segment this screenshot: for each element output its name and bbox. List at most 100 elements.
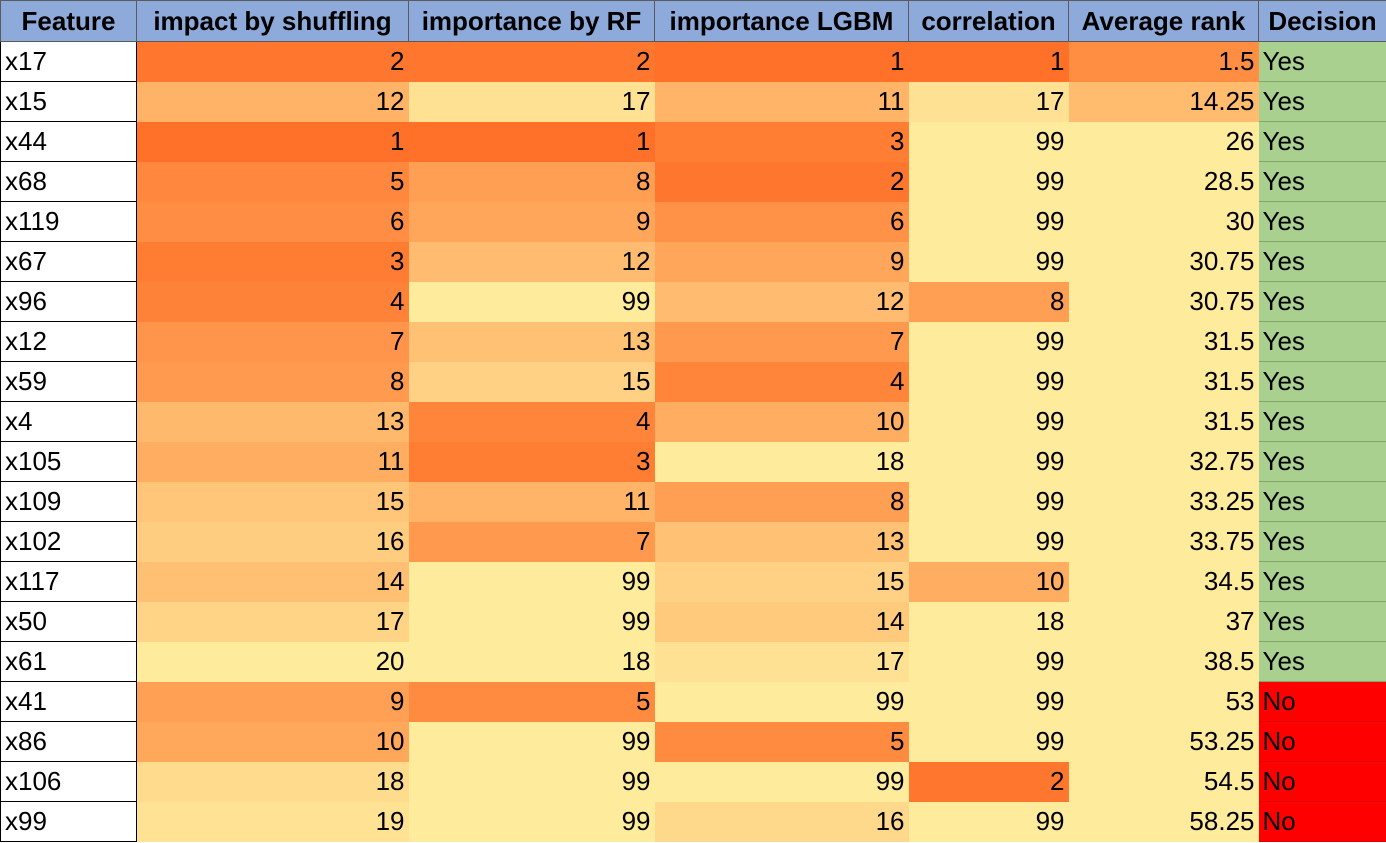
correlation-cell[interactable]: 99: [908, 721, 1069, 762]
importance-by-rf-cell[interactable]: 15: [408, 361, 655, 402]
importance-lgbm-cell[interactable]: 16: [654, 801, 909, 842]
impact-by-shuffling-cell[interactable]: 15: [136, 481, 409, 522]
average-rank-cell[interactable]: 33.75: [1068, 521, 1259, 562]
decision-cell[interactable]: Yes: [1258, 121, 1386, 162]
importance-by-rf-cell[interactable]: 1: [408, 121, 655, 162]
correlation-cell[interactable]: 2: [908, 761, 1069, 802]
importance-lgbm-cell[interactable]: 15: [654, 561, 909, 602]
average-rank-cell[interactable]: 53: [1068, 681, 1259, 722]
impact-by-shuffling-cell[interactable]: 1: [136, 121, 409, 162]
importance-by-rf-cell[interactable]: 99: [408, 601, 655, 642]
correlation-cell[interactable]: 99: [908, 201, 1069, 242]
impact-by-shuffling-cell[interactable]: 4: [136, 281, 409, 322]
decision-cell[interactable]: Yes: [1258, 481, 1386, 522]
feature-cell[interactable]: x119: [0, 201, 137, 242]
average-rank-cell[interactable]: 31.5: [1068, 401, 1259, 442]
importance-by-rf-cell[interactable]: 8: [408, 161, 655, 202]
decision-cell[interactable]: Yes: [1258, 401, 1386, 442]
decision-cell[interactable]: Yes: [1258, 641, 1386, 682]
impact-by-shuffling-cell[interactable]: 20: [136, 641, 409, 682]
decision-cell[interactable]: No: [1258, 681, 1386, 722]
importance-by-rf-cell[interactable]: 12: [408, 241, 655, 282]
importance-lgbm-cell[interactable]: 18: [654, 441, 909, 482]
importance-by-rf-cell[interactable]: 4: [408, 401, 655, 442]
impact-by-shuffling-cell[interactable]: 5: [136, 161, 409, 202]
correlation-cell[interactable]: 18: [908, 601, 1069, 642]
feature-cell[interactable]: x15: [0, 81, 137, 122]
decision-cell[interactable]: Yes: [1258, 81, 1386, 122]
feature-cell[interactable]: x67: [0, 241, 137, 282]
decision-cell[interactable]: Yes: [1258, 561, 1386, 602]
importance-by-rf-cell[interactable]: 18: [408, 641, 655, 682]
average-rank-cell[interactable]: 58.25: [1068, 801, 1259, 842]
feature-cell[interactable]: x68: [0, 161, 137, 202]
average-rank-cell[interactable]: 31.5: [1068, 361, 1259, 402]
importance-by-rf-cell[interactable]: 99: [408, 721, 655, 762]
average-rank-cell[interactable]: 54.5: [1068, 761, 1259, 802]
importance-lgbm-cell[interactable]: 99: [654, 761, 909, 802]
importance-lgbm-cell[interactable]: 8: [654, 481, 909, 522]
average-rank-cell[interactable]: 31.5: [1068, 321, 1259, 362]
header-importance-by-rf[interactable]: importance by RF: [408, 0, 655, 42]
feature-cell[interactable]: x117: [0, 561, 137, 602]
feature-cell[interactable]: x12: [0, 321, 137, 362]
decision-cell[interactable]: Yes: [1258, 601, 1386, 642]
impact-by-shuffling-cell[interactable]: 6: [136, 201, 409, 242]
correlation-cell[interactable]: 10: [908, 561, 1069, 602]
correlation-cell[interactable]: 99: [908, 641, 1069, 682]
decision-cell[interactable]: Yes: [1258, 321, 1386, 362]
feature-cell[interactable]: x105: [0, 441, 137, 482]
correlation-cell[interactable]: 99: [908, 481, 1069, 522]
decision-cell[interactable]: Yes: [1258, 361, 1386, 402]
average-rank-cell[interactable]: 38.5: [1068, 641, 1259, 682]
importance-lgbm-cell[interactable]: 2: [654, 161, 909, 202]
importance-lgbm-cell[interactable]: 3: [654, 121, 909, 162]
average-rank-cell[interactable]: 30: [1068, 201, 1259, 242]
importance-by-rf-cell[interactable]: 11: [408, 481, 655, 522]
importance-lgbm-cell[interactable]: 14: [654, 601, 909, 642]
decision-cell[interactable]: Yes: [1258, 41, 1386, 82]
correlation-cell[interactable]: 99: [908, 321, 1069, 362]
average-rank-cell[interactable]: 14.25: [1068, 81, 1259, 122]
impact-by-shuffling-cell[interactable]: 3: [136, 241, 409, 282]
importance-by-rf-cell[interactable]: 5: [408, 681, 655, 722]
correlation-cell[interactable]: 99: [908, 441, 1069, 482]
correlation-cell[interactable]: 99: [908, 241, 1069, 282]
impact-by-shuffling-cell[interactable]: 14: [136, 561, 409, 602]
importance-lgbm-cell[interactable]: 17: [654, 641, 909, 682]
feature-cell[interactable]: x96: [0, 281, 137, 322]
impact-by-shuffling-cell[interactable]: 2: [136, 41, 409, 82]
impact-by-shuffling-cell[interactable]: 16: [136, 521, 409, 562]
importance-lgbm-cell[interactable]: 4: [654, 361, 909, 402]
feature-cell[interactable]: x50: [0, 601, 137, 642]
correlation-cell[interactable]: 99: [908, 401, 1069, 442]
decision-cell[interactable]: Yes: [1258, 441, 1386, 482]
importance-lgbm-cell[interactable]: 9: [654, 241, 909, 282]
correlation-cell[interactable]: 99: [908, 521, 1069, 562]
average-rank-cell[interactable]: 26: [1068, 121, 1259, 162]
header-average-rank[interactable]: Average rank: [1068, 0, 1259, 42]
feature-cell[interactable]: x41: [0, 681, 137, 722]
impact-by-shuffling-cell[interactable]: 11: [136, 441, 409, 482]
header-importance-lgbm[interactable]: importance LGBM: [654, 0, 909, 42]
average-rank-cell[interactable]: 37: [1068, 601, 1259, 642]
decision-cell[interactable]: Yes: [1258, 281, 1386, 322]
importance-lgbm-cell[interactable]: 7: [654, 321, 909, 362]
correlation-cell[interactable]: 99: [908, 161, 1069, 202]
decision-cell[interactable]: Yes: [1258, 521, 1386, 562]
importance-by-rf-cell[interactable]: 13: [408, 321, 655, 362]
average-rank-cell[interactable]: 28.5: [1068, 161, 1259, 202]
importance-by-rf-cell[interactable]: 99: [408, 761, 655, 802]
average-rank-cell[interactable]: 30.75: [1068, 241, 1259, 282]
header-feature[interactable]: Feature: [0, 0, 137, 42]
decision-cell[interactable]: No: [1258, 721, 1386, 762]
feature-cell[interactable]: x17: [0, 41, 137, 82]
average-rank-cell[interactable]: 30.75: [1068, 281, 1259, 322]
importance-lgbm-cell[interactable]: 11: [654, 81, 909, 122]
header-impact-by-shuffling[interactable]: impact by shuffling: [136, 0, 409, 42]
average-rank-cell[interactable]: 32.75: [1068, 441, 1259, 482]
impact-by-shuffling-cell[interactable]: 10: [136, 721, 409, 762]
importance-lgbm-cell[interactable]: 5: [654, 721, 909, 762]
importance-lgbm-cell[interactable]: 10: [654, 401, 909, 442]
importance-by-rf-cell[interactable]: 17: [408, 81, 655, 122]
